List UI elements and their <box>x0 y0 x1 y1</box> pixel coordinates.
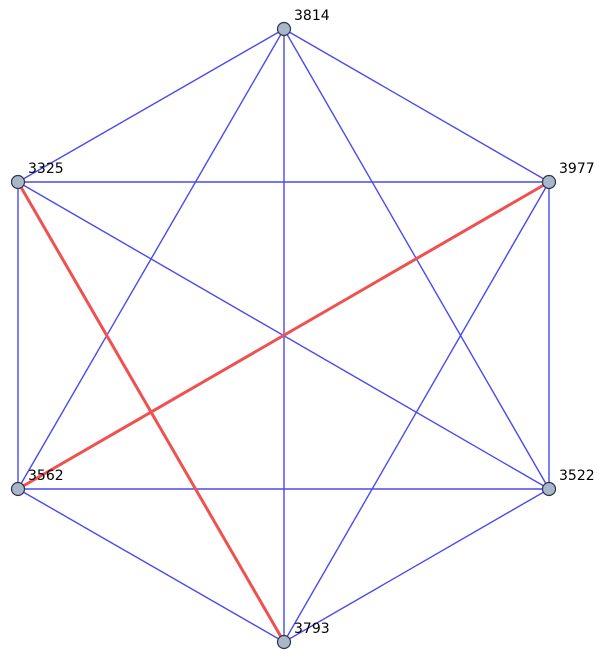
node-label-3814: 3814 <box>294 8 330 24</box>
node-3562[interactable] <box>10 481 26 497</box>
node-label-3562: 3562 <box>28 468 64 484</box>
nodes-layer <box>10 21 557 650</box>
edge-3522-3793 <box>283 488 550 643</box>
edges-layer <box>16 28 550 643</box>
node-3793[interactable] <box>276 634 292 650</box>
node-3522[interactable] <box>541 481 557 497</box>
node-label-3325: 3325 <box>28 161 64 177</box>
node-label-3977: 3977 <box>559 161 595 177</box>
node-3325[interactable] <box>10 174 26 190</box>
node-3814[interactable] <box>276 21 292 37</box>
edge-3977-3562-highlighted <box>17 180 550 491</box>
edge-3977-3793 <box>283 181 550 643</box>
node-label-3793: 3793 <box>294 621 330 637</box>
labels-layer: 3814 3325 3977 3562 3522 3793 <box>28 8 595 637</box>
edge-3814-3325 <box>17 28 285 183</box>
edge-3562-3793 <box>17 488 285 643</box>
node-label-3522: 3522 <box>559 468 595 484</box>
edge-3814-3977 <box>283 28 550 183</box>
node-3977[interactable] <box>541 174 557 190</box>
